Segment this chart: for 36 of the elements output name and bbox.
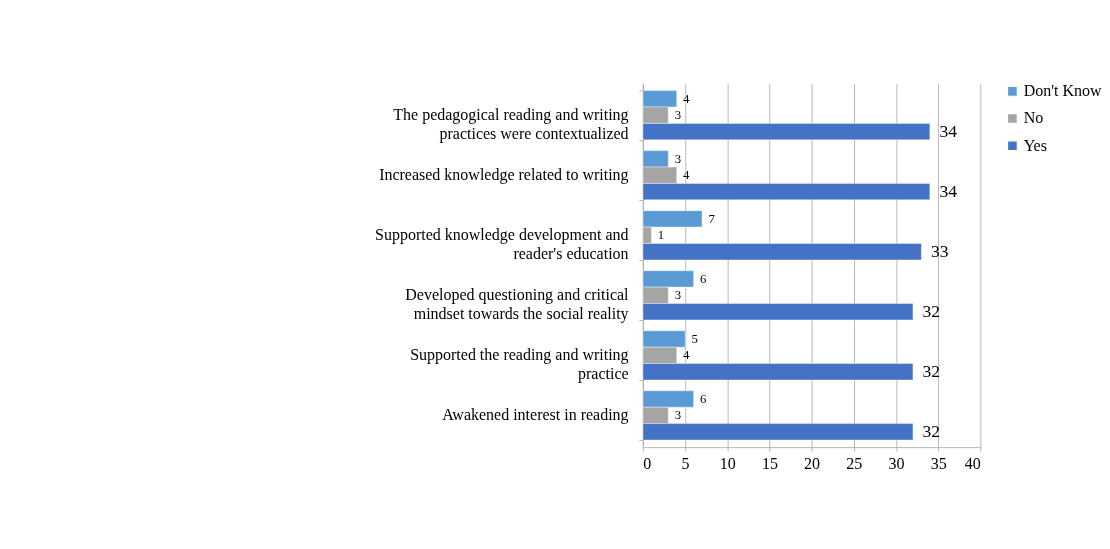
x-tick-label: 5 <box>681 455 690 473</box>
y-tick-label: Awakened interest in reading <box>442 406 629 425</box>
y-tick-label: The pedagogical reading and writing practices were contextualized <box>393 105 629 144</box>
data-label: 34 <box>939 181 958 202</box>
y-tick-label: Supported the reading and writing practice <box>410 346 629 384</box>
data-label: 32 <box>922 301 941 322</box>
legend-label: No <box>1023 109 1044 127</box>
y-tick-label: Increased knowledge related to writing <box>379 166 629 185</box>
data-label: 7 <box>708 211 716 226</box>
x-tick-label: 10 <box>719 455 736 473</box>
data-label: 3 <box>674 108 682 123</box>
x-tick-label: 30 <box>888 455 905 473</box>
x-tick-label: 20 <box>804 455 821 473</box>
data-label: 3 <box>674 151 682 166</box>
data-label: 33 <box>930 241 949 262</box>
data-label: 6 <box>699 271 707 286</box>
data-label: 4 <box>683 348 691 363</box>
x-tick-label: 0 <box>643 455 652 473</box>
data-label: 3 <box>674 408 682 423</box>
data-label: 6 <box>699 392 707 406</box>
data-label: 34 <box>939 121 958 142</box>
y-tick-label: Supported knowledge development and reader's education <box>375 226 629 263</box>
x-tick-label: 15 <box>761 455 778 473</box>
x-tick-label: 35 <box>930 455 947 473</box>
y-tick-label: Developed questioning and critical mindset towards the social reality <box>405 286 630 324</box>
data-label: 32 <box>922 361 941 382</box>
data-label: 32 <box>922 421 941 442</box>
data-label: 5 <box>691 331 698 346</box>
data-label: 4 <box>683 168 691 183</box>
legend-label: Don't Know <box>1023 82 1102 100</box>
data-label: 4 <box>683 91 691 106</box>
x-tick-label: 25 <box>846 455 863 473</box>
data-label: 3 <box>674 288 682 303</box>
legend-label: Yes <box>1023 136 1047 154</box>
data-label: 1 <box>657 228 665 243</box>
x-tick-label: 40 <box>964 455 981 473</box>
